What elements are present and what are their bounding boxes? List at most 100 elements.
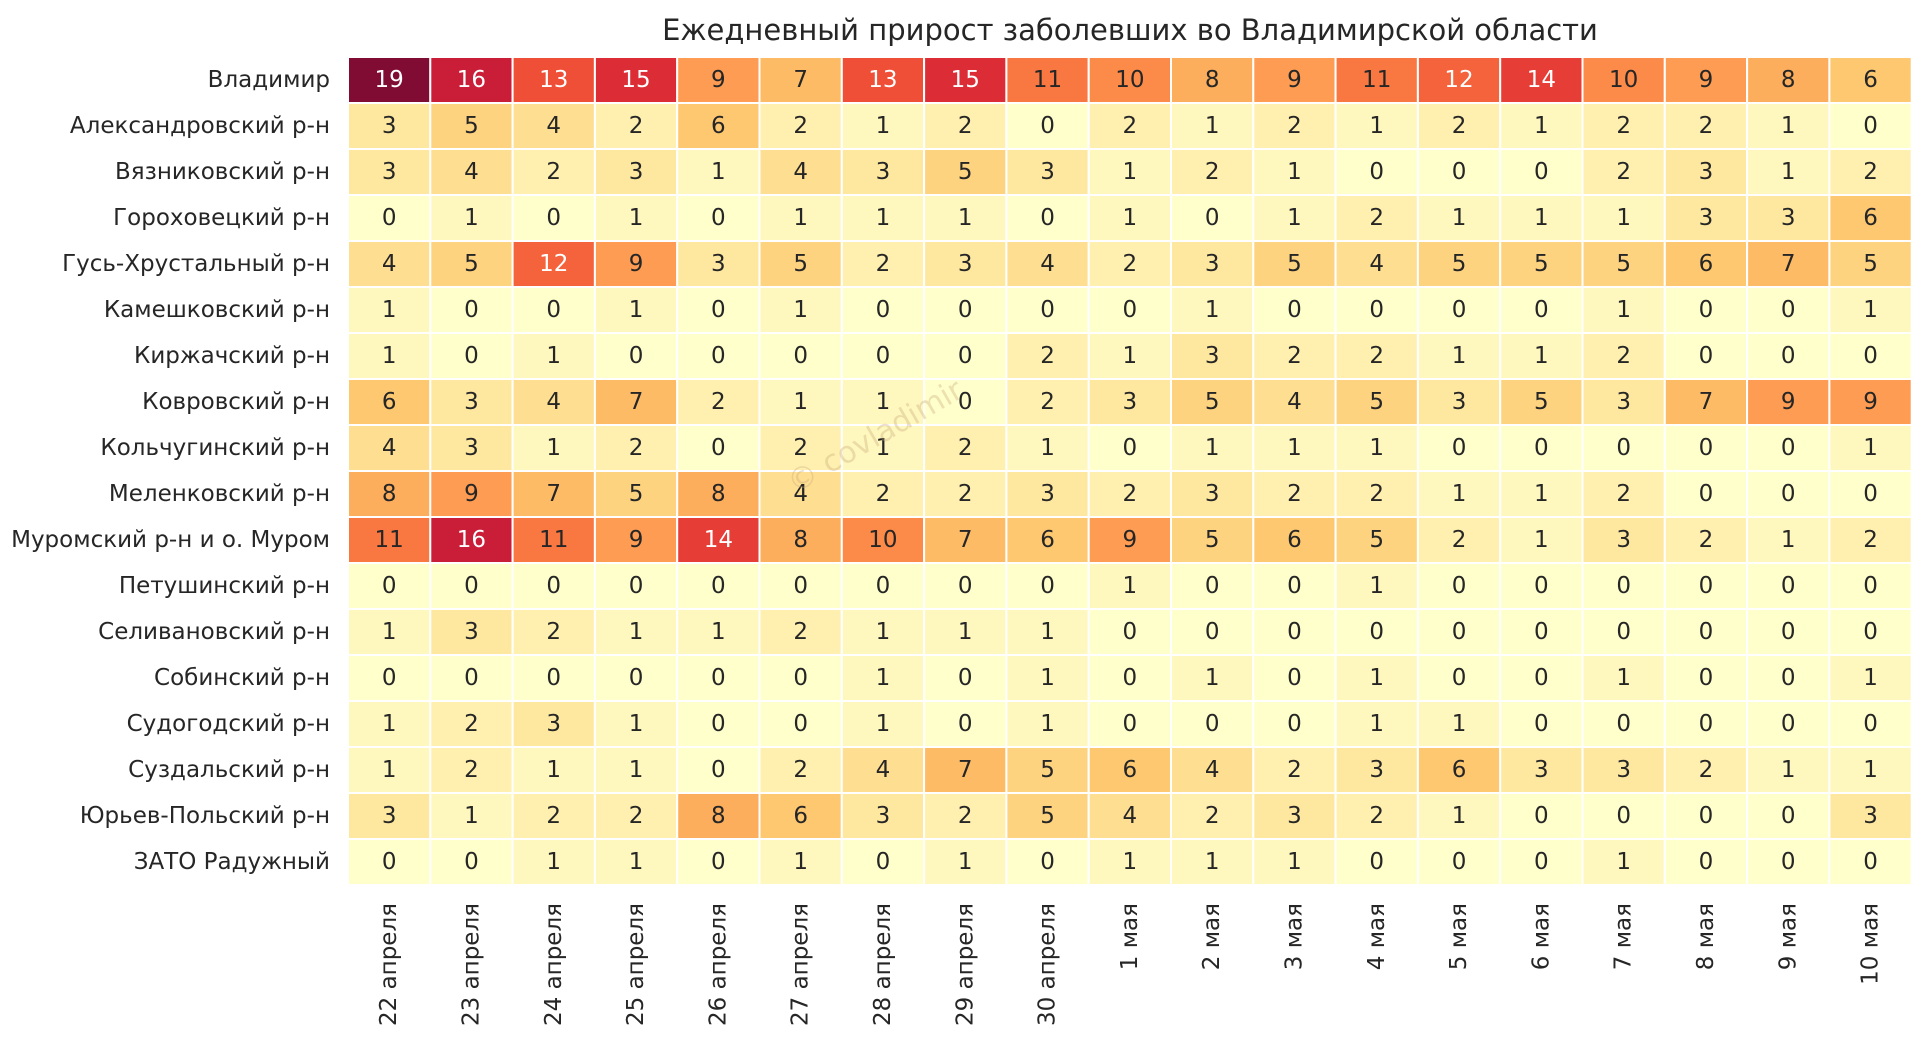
cell-value: 3 — [1616, 527, 1631, 553]
cell-value: 1 — [1123, 573, 1138, 599]
cell-value: 2 — [1699, 527, 1714, 553]
cell-value: 9 — [1699, 67, 1714, 93]
cell-value: 2 — [1452, 113, 1467, 139]
cell-value: 1 — [793, 389, 808, 415]
heatmap-cells: 19 16 13 15 9 7 13 15 11 10 8 9 11 12 14 10 9 8 63 5 4 2 6 2 1 2 0… — [347, 56, 1913, 886]
cell-value: 4 — [1040, 251, 1055, 277]
heatmap-cell — [758, 516, 843, 564]
cell-value: 0 — [711, 849, 726, 875]
cell-value: 1 — [1616, 665, 1631, 691]
cell-value: 0 — [1534, 619, 1549, 645]
cell-value: 9 — [1123, 527, 1138, 553]
cell-value: 10 — [1115, 67, 1144, 93]
cell-value: 5 — [1863, 251, 1878, 277]
heatmap-cell — [758, 332, 843, 380]
cell-value: 3 — [464, 435, 479, 461]
heatmap-cell — [511, 286, 596, 334]
cell-value: 2 — [546, 803, 561, 829]
heatmap-cell — [593, 838, 679, 886]
cell-value: 1 — [1534, 343, 1549, 369]
heatmap-cell — [1005, 286, 1090, 334]
cell-value: 1 — [546, 849, 561, 875]
row-label: Суздальский р-н — [128, 757, 330, 783]
heatmap-cell — [1828, 332, 1913, 380]
heatmap-cell — [1746, 332, 1831, 380]
cell-value: 0 — [876, 573, 891, 599]
cell-value: 3 — [464, 619, 479, 645]
cell-value: 13 — [539, 67, 568, 93]
heatmap-cell — [1581, 194, 1666, 242]
row-label: ЗАТО Радужный — [134, 849, 330, 875]
cell-value: 11 — [539, 527, 568, 553]
cell-value: 0 — [1123, 435, 1138, 461]
cell-value: 2 — [1287, 343, 1302, 369]
heatmap-cell — [1581, 838, 1666, 886]
heatmap-cell — [1416, 654, 1502, 702]
column-label: 7 мая — [1611, 903, 1637, 970]
cell-value: 8 — [1205, 67, 1220, 93]
cell-value: 6 — [1863, 67, 1878, 93]
heatmap-cell — [1087, 194, 1172, 242]
heatmap-cell — [1005, 332, 1090, 380]
heatmap-cell — [1334, 792, 1419, 840]
cell-value: 5 — [958, 159, 973, 185]
cell-value: 0 — [1205, 205, 1220, 231]
cell-value: 3 — [382, 113, 397, 139]
cell-value: 0 — [1534, 159, 1549, 185]
cell-value: 7 — [546, 481, 561, 507]
cell-value: 0 — [1205, 619, 1220, 645]
cell-value: 0 — [1863, 343, 1878, 369]
heatmap-cell — [347, 56, 432, 104]
cell-value: 0 — [1123, 711, 1138, 737]
heatmap-cell — [593, 608, 679, 656]
cell-value: 0 — [1534, 297, 1549, 323]
cell-value: 2 — [464, 757, 479, 783]
heatmap-cell — [593, 286, 679, 334]
heatmap-cell — [1252, 470, 1337, 518]
column-label: 6 мая — [1528, 903, 1554, 970]
cell-value: 0 — [629, 573, 644, 599]
cell-value: 9 — [1287, 67, 1302, 93]
cell-value: 1 — [958, 849, 973, 875]
cell-value: 1 — [1287, 159, 1302, 185]
cell-value: 1 — [1369, 113, 1384, 139]
cell-value: 0 — [382, 205, 397, 231]
cell-value: 2 — [793, 619, 808, 645]
cell-value: 2 — [1205, 159, 1220, 185]
heatmap-cell — [1828, 240, 1913, 288]
cell-value: 15 — [951, 67, 980, 93]
heatmap-cell — [347, 562, 432, 610]
cell-value: 1 — [1205, 297, 1220, 323]
cell-value: 0 — [1781, 343, 1796, 369]
cell-value: 4 — [382, 435, 397, 461]
cell-value: 0 — [1369, 849, 1384, 875]
column-label: 24 апреля — [541, 903, 567, 1026]
cell-value: 8 — [711, 481, 726, 507]
cell-value: 2 — [1369, 205, 1384, 231]
cell-value: 0 — [1781, 297, 1796, 323]
cell-value: 2 — [958, 803, 973, 829]
cell-value: 3 — [958, 251, 973, 277]
cell-value: 5 — [1616, 251, 1631, 277]
heatmap-cell — [1746, 470, 1831, 518]
cell-value: 1 — [382, 711, 397, 737]
heatmap-cell — [1416, 838, 1502, 886]
cell-value: 0 — [793, 343, 808, 369]
cell-value: 7 — [1781, 251, 1796, 277]
heatmap-cell — [1746, 746, 1831, 794]
column-label: 4 мая — [1364, 903, 1390, 970]
heatmap-cell — [347, 378, 432, 426]
cell-value: 0 — [1699, 573, 1714, 599]
heatmap-cell — [347, 608, 432, 656]
heatmap-cell — [429, 562, 514, 610]
cell-value: 1 — [1452, 481, 1467, 507]
heatmap-cell — [511, 102, 596, 150]
cell-value: 2 — [1123, 481, 1138, 507]
cell-value: 0 — [1616, 573, 1631, 599]
heatmap-cell — [1170, 470, 1255, 518]
heatmap-cell — [1828, 194, 1913, 242]
heatmap-cell — [758, 838, 843, 886]
heatmap-cell — [1005, 240, 1090, 288]
cell-value: 1 — [1863, 665, 1878, 691]
